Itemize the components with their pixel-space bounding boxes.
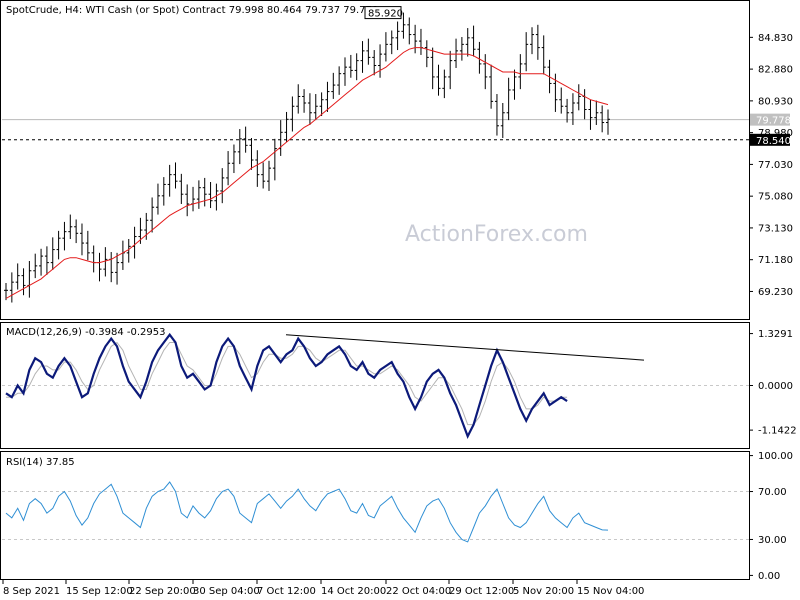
x-tick-label: 29 Oct 12:00 bbox=[449, 586, 514, 597]
x-tick-label: 22 Oct 04:00 bbox=[386, 586, 451, 597]
x-tick-label: 8 Sep 2021 bbox=[3, 586, 60, 597]
macd-series bbox=[2, 332, 749, 440]
x-tick-label: 15 Nov 04:00 bbox=[577, 586, 644, 597]
rsi-panel-frame bbox=[0, 451, 750, 580]
current-price-box bbox=[750, 113, 790, 126]
macd-trendline bbox=[285, 334, 645, 361]
price-tick-label: 69.230 bbox=[758, 287, 793, 298]
price-tick-label: 80.930 bbox=[758, 96, 793, 107]
watermark: ActionForex.com bbox=[405, 222, 588, 247]
macd-tick-label: 1.3291 bbox=[758, 329, 793, 340]
macd-main-line bbox=[5, 332, 568, 440]
support-price-label: 78.540 bbox=[756, 136, 791, 147]
x-tick-label: 14 Oct 20:00 bbox=[321, 586, 386, 597]
x-tick-label: 22 Sep 20:00 bbox=[129, 586, 196, 597]
x-tick-label: 5 Nov 20:00 bbox=[513, 586, 574, 597]
x-tick-label: 7 Oct 12:00 bbox=[257, 586, 316, 597]
price-panel-frame bbox=[0, 0, 750, 320]
rsi-line bbox=[5, 481, 609, 543]
high-price-box bbox=[364, 6, 402, 20]
rsi-header: RSI(14) 37.85 bbox=[6, 457, 75, 468]
rsi-tick-label: 0.00 bbox=[758, 571, 780, 582]
x-tick-label: 15 Sep 12:00 bbox=[66, 586, 133, 597]
price-tick-label: 84.830 bbox=[758, 33, 793, 44]
x-tick-label: 30 Sep 04:00 bbox=[193, 586, 260, 597]
price-series: 85.920 bbox=[2, 6, 749, 303]
macd-tick-label: 0.0000 bbox=[758, 381, 793, 392]
price-y-axis: 84.830 82.880 80.930 78.980 77.030 75.080 73.1… bbox=[749, 33, 793, 298]
price-tick-label: 78.980 bbox=[758, 128, 793, 139]
moving-average-line bbox=[5, 47, 609, 299]
price-tick-label: 82.880 bbox=[758, 65, 793, 76]
support-price-box bbox=[750, 133, 790, 146]
price-header: SpotCrude, H4: WTI Cash (or Spot) Contra… bbox=[6, 5, 378, 16]
rsi-y-axis: 100.00 70.00 30.00 0.00 bbox=[749, 451, 793, 582]
high-price-label: 85.920 bbox=[368, 9, 403, 20]
rsi-tick-label: 100.00 bbox=[758, 451, 793, 462]
macd-tick-label: -1.1422 bbox=[758, 426, 797, 437]
price-tick-label: 75.080 bbox=[758, 192, 793, 203]
rsi-tick-label: 70.00 bbox=[758, 487, 787, 498]
macd-header: MACD(12,26,9) -0.3984 -0.2953 bbox=[6, 327, 166, 338]
rsi-tick-label: 30.00 bbox=[758, 535, 787, 546]
price-tick-label: 71.180 bbox=[758, 255, 793, 266]
price-tick-label: 77.030 bbox=[758, 160, 793, 171]
price-tick-label: 73.130 bbox=[758, 223, 793, 234]
macd-y-axis: 1.3291 0.0000 -1.1422 bbox=[749, 329, 797, 437]
current-price-label: 79.778 bbox=[756, 116, 791, 127]
rsi-series bbox=[2, 481, 749, 543]
